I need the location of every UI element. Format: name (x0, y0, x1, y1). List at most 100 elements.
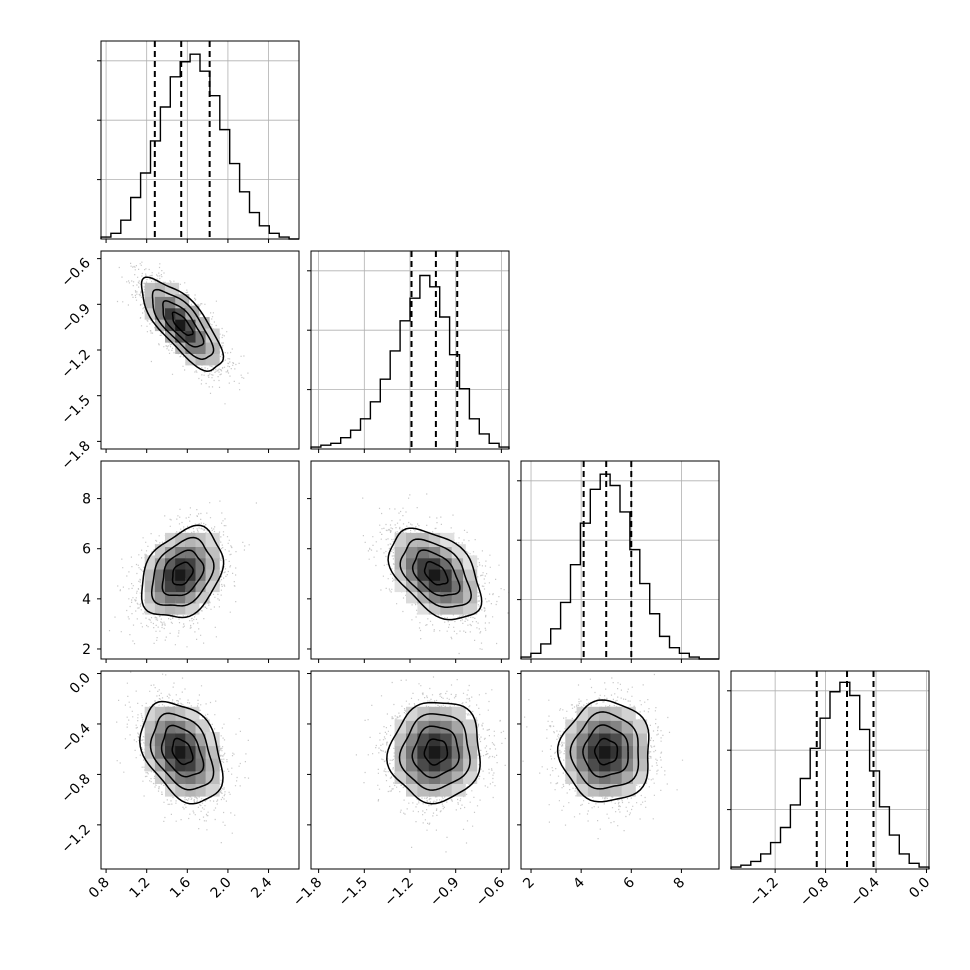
density-cell (440, 719, 455, 734)
x-tick-label-1-1: 0.8 (86, 875, 113, 902)
histogram-panel-4 (727, 670, 930, 873)
contour-level-4 (140, 524, 225, 619)
contour-level-1 (171, 737, 194, 766)
panel-content (116, 671, 250, 844)
density-cell (394, 544, 409, 559)
density-cell (463, 719, 478, 734)
y-tick-label-3-4: 8 (82, 492, 91, 508)
density-cell (394, 578, 409, 593)
histogram-panel-1 (97, 40, 300, 243)
density-cell (428, 744, 443, 759)
x-tick-label-1-4: 2.0 (208, 875, 235, 902)
x-tick-label-3-2: 4 (570, 874, 588, 892)
density-cell (576, 706, 591, 721)
panel-content (355, 676, 506, 853)
density-cell (406, 769, 421, 784)
x-tick-label-1-5: 2.4 (248, 874, 275, 901)
contour-level-2 (411, 549, 461, 597)
contour-level-2 (161, 549, 205, 597)
density-cell (633, 744, 648, 759)
density-cell (599, 706, 614, 721)
density-cell (406, 782, 421, 797)
axes-frame (520, 670, 720, 870)
density-cell (417, 719, 432, 734)
density-cell (565, 769, 580, 784)
density-cell (587, 769, 602, 784)
y-tick-label-4-2: −0.8 (58, 771, 93, 806)
density-cell (451, 782, 466, 797)
contour-level-1 (593, 737, 619, 766)
scatter-panel-3-2 (307, 460, 510, 663)
contour-level-3 (150, 536, 215, 607)
x-tick-label-4-2: −0.8 (797, 875, 832, 910)
contour-level-4 (386, 701, 481, 805)
density-cell (599, 782, 614, 797)
histogram-panel-3 (517, 460, 720, 663)
y-tick-label-3-1: 2 (82, 642, 91, 658)
contour-level-2 (411, 725, 460, 779)
density-cell (451, 706, 466, 721)
y-tick-label-2-5: −0.6 (58, 255, 93, 290)
density-cell (633, 719, 648, 734)
contour-level-3 (399, 538, 472, 608)
y-tick-label-2-1: −1.8 (58, 438, 93, 473)
panel-content (108, 500, 258, 648)
axes-frame (100, 460, 300, 660)
density-cell (451, 719, 466, 734)
histogram-panel-2 (307, 250, 510, 453)
density-cell (599, 719, 614, 734)
contour-level-2 (160, 724, 205, 778)
contour-level-1 (171, 561, 194, 586)
density-cell (576, 757, 591, 772)
density-cell (205, 555, 220, 570)
density-cell (565, 719, 580, 734)
density-cell (621, 732, 636, 747)
density-cell (440, 589, 455, 604)
density-cell (417, 555, 432, 570)
histogram-step-line (520, 473, 719, 660)
density-cell (440, 706, 455, 721)
x-tick-label-2-1: −1.8 (290, 875, 325, 910)
density-cell (599, 744, 614, 759)
contour-level-4 (387, 527, 483, 621)
histogram-step-line (100, 53, 299, 240)
x-tick-label-3-3: 6 (621, 874, 639, 892)
axes-frame (730, 670, 930, 870)
contour-level-4 (556, 699, 650, 803)
density-cell (451, 589, 466, 604)
density-cell (576, 732, 591, 747)
scatter-panel-3-1 (97, 460, 300, 663)
contour-level-3 (569, 711, 640, 790)
x-tick-label-2-5: −0.6 (473, 874, 508, 909)
density-cell (599, 769, 614, 784)
x-tick-label-1-2: 1.2 (126, 875, 153, 902)
density-cell (440, 578, 455, 593)
axes-frame (100, 40, 300, 240)
density-cell (451, 757, 466, 772)
contour-level-2 (582, 724, 629, 778)
density-cell (417, 544, 432, 559)
x-tick-label-4-3: −0.4 (847, 874, 882, 909)
y-tick-label-4-1: −1.2 (58, 821, 93, 856)
density-cell (406, 757, 421, 772)
y-tick-label-3-3: 6 (82, 542, 91, 558)
density-cell (463, 744, 478, 759)
density-cell (394, 744, 409, 759)
scatter-panel-4-3 (517, 670, 720, 873)
density-cell (394, 555, 409, 570)
x-tick-label-1-3: 1.6 (167, 874, 194, 901)
density-cell (451, 566, 466, 581)
density-cell (428, 600, 443, 615)
density-cell (185, 706, 200, 721)
density-cell (463, 589, 478, 604)
density-cell (587, 719, 602, 734)
density-cell (565, 732, 580, 747)
density-cell (565, 744, 580, 759)
scatter-panel-2-1 (97, 250, 300, 453)
density-cell (195, 719, 210, 734)
density-cell (633, 732, 648, 747)
panel-content (522, 673, 684, 840)
x-tick-label-3-4: 8 (671, 875, 689, 893)
density-cell (394, 757, 409, 772)
